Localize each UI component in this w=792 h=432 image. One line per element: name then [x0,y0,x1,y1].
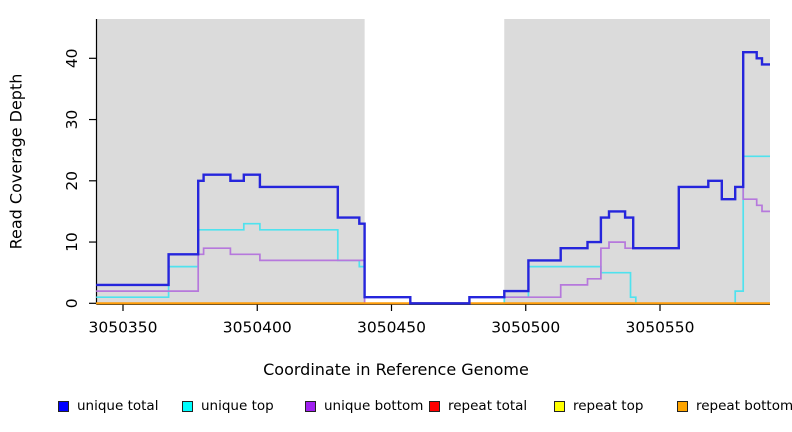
y-axis-tick-label: 20 [63,171,81,191]
x-axis-label: Coordinate in Reference Genome [263,360,529,379]
y-axis-tick-label: 0 [63,298,81,308]
series-line-unique-total [96,51,770,305]
x-axis-tick-label: 3050350 [88,319,157,337]
x-axis-tick-label: 3050500 [491,319,560,337]
y-axis-label: Read Coverage Depth [6,73,26,250]
y-axis-tick-label: 10 [63,232,81,252]
x-axis-tick-label: 3050400 [223,319,292,337]
x-axis-tick-label: 3050550 [625,319,694,337]
uncovered-region [364,19,505,304]
y-axis-tick-label: 30 [63,110,81,130]
y-axis-tick-label: 40 [63,48,81,68]
x-axis-tick-label: 3050450 [357,319,426,337]
